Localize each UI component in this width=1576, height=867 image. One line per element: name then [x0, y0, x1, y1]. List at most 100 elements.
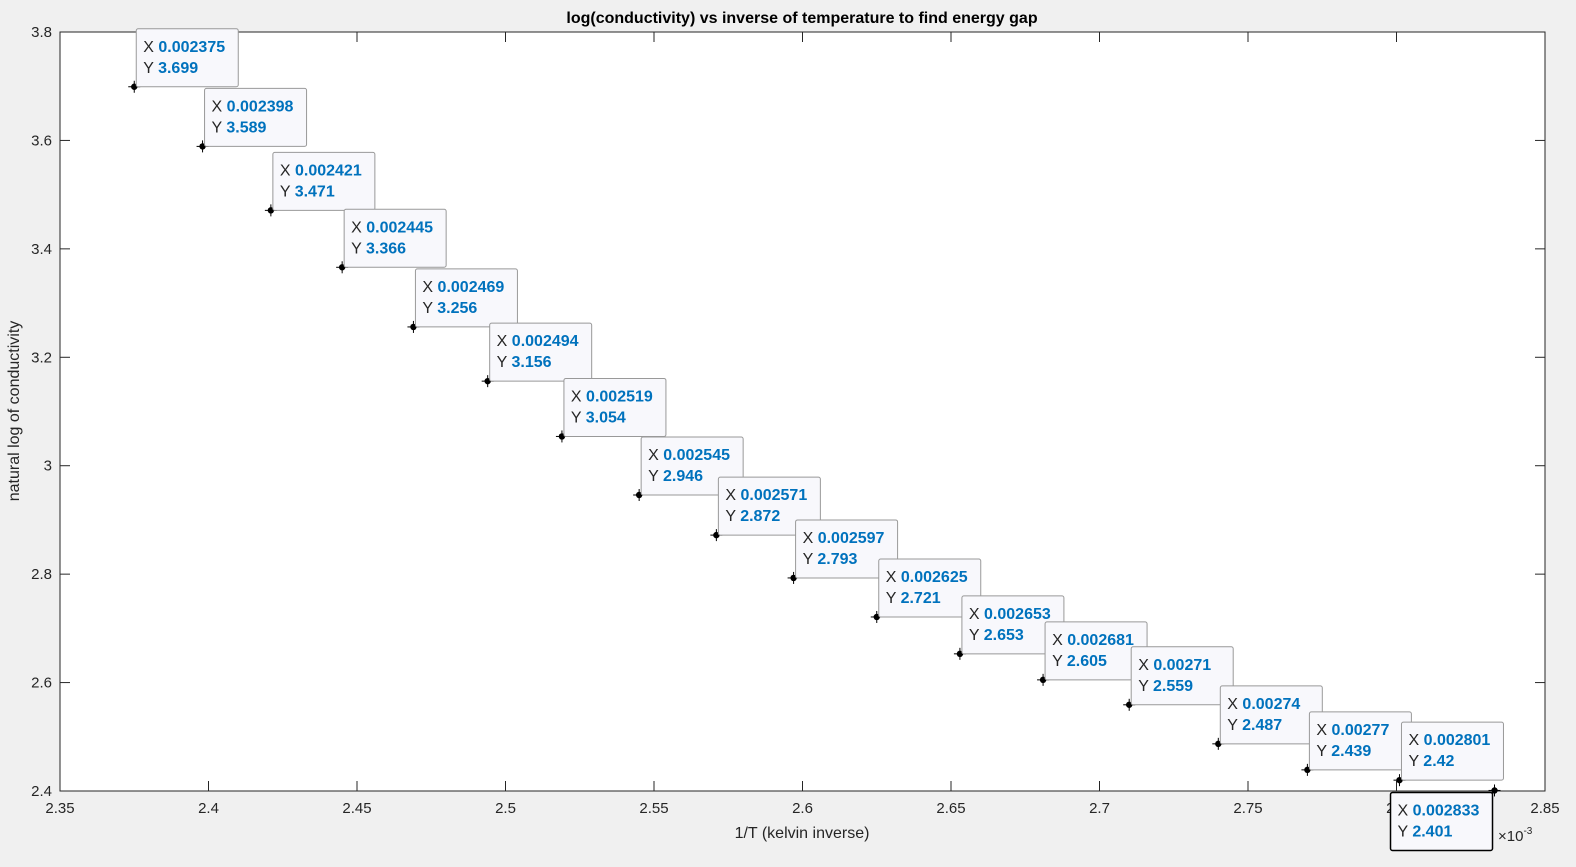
datatip-x-value: 0.00277 [1332, 722, 1390, 739]
datatip-x-row: X 0.002625 [886, 569, 968, 586]
datatip-y-value: 3.054 [586, 409, 626, 426]
chart-title: log(conductivity) vs inverse of temperat… [566, 10, 1037, 27]
datatip-x-key: X [1227, 696, 1242, 713]
datatip-y-value: 3.366 [366, 240, 406, 257]
datatip-x-key: X [1408, 732, 1423, 749]
datatip-x-value: 0.002681 [1067, 632, 1134, 649]
datatip-y-value: 3.589 [226, 119, 266, 136]
datatip-x-key: X [212, 98, 227, 115]
datatip-box [1400, 721, 1504, 781]
datatip[interactable]: X 0.002597 Y 2.793 [795, 519, 899, 579]
y-tick-label: 2.8 [31, 566, 52, 583]
datatip-y-value: 2.946 [663, 468, 703, 485]
datatip-y-value: 2.487 [1242, 717, 1282, 734]
datatip-y-row: Y 3.366 [351, 240, 406, 257]
datatip-x-row: X 0.002545 [648, 447, 730, 464]
x-tick-label: 2.7 [1089, 800, 1110, 817]
datatip-box [1308, 711, 1412, 771]
datatip-x-value: 0.002833 [1413, 802, 1480, 819]
datatip-x-value: 0.002421 [295, 162, 362, 179]
datatip-y-value: 3.471 [295, 183, 335, 200]
datatip-x-key: X [725, 487, 740, 504]
datatip-x-key: X [280, 162, 295, 179]
datatip-y-key: Y [351, 240, 366, 257]
datatip-box [1389, 791, 1494, 852]
datatip-y-key: Y [1408, 753, 1423, 770]
datatip-box [272, 151, 376, 211]
datatip-x-key: X [969, 606, 984, 623]
datatip-x-value: 0.002545 [663, 447, 730, 464]
datatip-y-key: Y [280, 183, 295, 200]
datatip-x-value: 0.002597 [818, 530, 885, 547]
y-tick-label: 2.4 [31, 783, 52, 800]
datatip-x-key: X [571, 388, 586, 405]
datatip-x-value: 0.002571 [740, 487, 807, 504]
x-tick-label: 2.5 [495, 800, 516, 817]
datatip-box [878, 558, 982, 618]
datatip-y-key: Y [648, 468, 663, 485]
datatip[interactable]: X 0.002445 Y 3.366 [343, 208, 447, 268]
datatip-x-row: X 0.002375 [143, 39, 225, 56]
datatip-y-value: 3.256 [437, 300, 477, 317]
x-tick-label: 2.65 [936, 800, 965, 817]
y-tick-label: 3 [44, 458, 52, 475]
datatip-x-value: 0.002519 [586, 388, 653, 405]
x-tick-label: 2.6 [792, 800, 813, 817]
datatip-box [640, 436, 744, 496]
datatip-y-key: Y [1398, 823, 1413, 840]
datatip-x-key: X [143, 39, 158, 56]
datatip-x-key: X [803, 530, 818, 547]
x-exponent-power: -3 [1523, 826, 1532, 837]
datatip-y-value: 2.653 [984, 627, 1024, 644]
datatip[interactable]: X 0.002545 Y 2.946 [640, 436, 744, 496]
datatip-x-row: X 0.002681 [1052, 632, 1134, 649]
x-tick-label: 2.35 [45, 800, 74, 817]
datatip-x-key: X [422, 279, 437, 296]
datatip-x-row: X 0.002445 [351, 219, 433, 236]
datatip-x-row: X 0.002494 [497, 333, 579, 350]
x-exponent: ×10-3 [1498, 826, 1533, 845]
y-tick-label: 3.8 [31, 24, 52, 41]
datatip-y-value: 3.699 [158, 60, 198, 77]
datatip-y-key: Y [143, 60, 158, 77]
tick-labels: 2.352.42.452.52.552.62.652.72.752.82.852… [31, 24, 1559, 817]
datatip-y-key: Y [886, 590, 901, 607]
datatip-y-key: Y [1316, 743, 1331, 760]
datatip[interactable]: X 0.002375 Y 3.699 [135, 28, 239, 88]
data-point[interactable] [1488, 784, 1501, 797]
y-axis-label: natural log of conductivity [6, 321, 23, 502]
datatip-x-row: X 0.00277 [1316, 722, 1389, 739]
datatip-y-row: Y 2.487 [1227, 717, 1282, 734]
datatip-y-value: 2.605 [1067, 653, 1107, 670]
datatip-x-value: 0.002653 [984, 606, 1051, 623]
datatip-x-key: X [1316, 722, 1331, 739]
datatip-y-key: Y [212, 119, 227, 136]
datatip-y-value: 2.872 [740, 508, 780, 525]
datatip-y-row: Y 3.699 [143, 60, 198, 77]
datatip-y-row: Y 2.401 [1398, 823, 1453, 840]
datatip-y-row: Y 2.793 [803, 551, 858, 568]
datatip-y-key: Y [1138, 678, 1153, 695]
datatip-x-value: 0.002625 [901, 569, 968, 586]
x-exponent-base: ×10 [1498, 828, 1523, 845]
datatip-y-value: 2.793 [817, 551, 857, 568]
datatip-box [489, 322, 593, 382]
datatip-x-key: X [497, 333, 512, 350]
datatip-x-row: X 0.002801 [1408, 732, 1490, 749]
